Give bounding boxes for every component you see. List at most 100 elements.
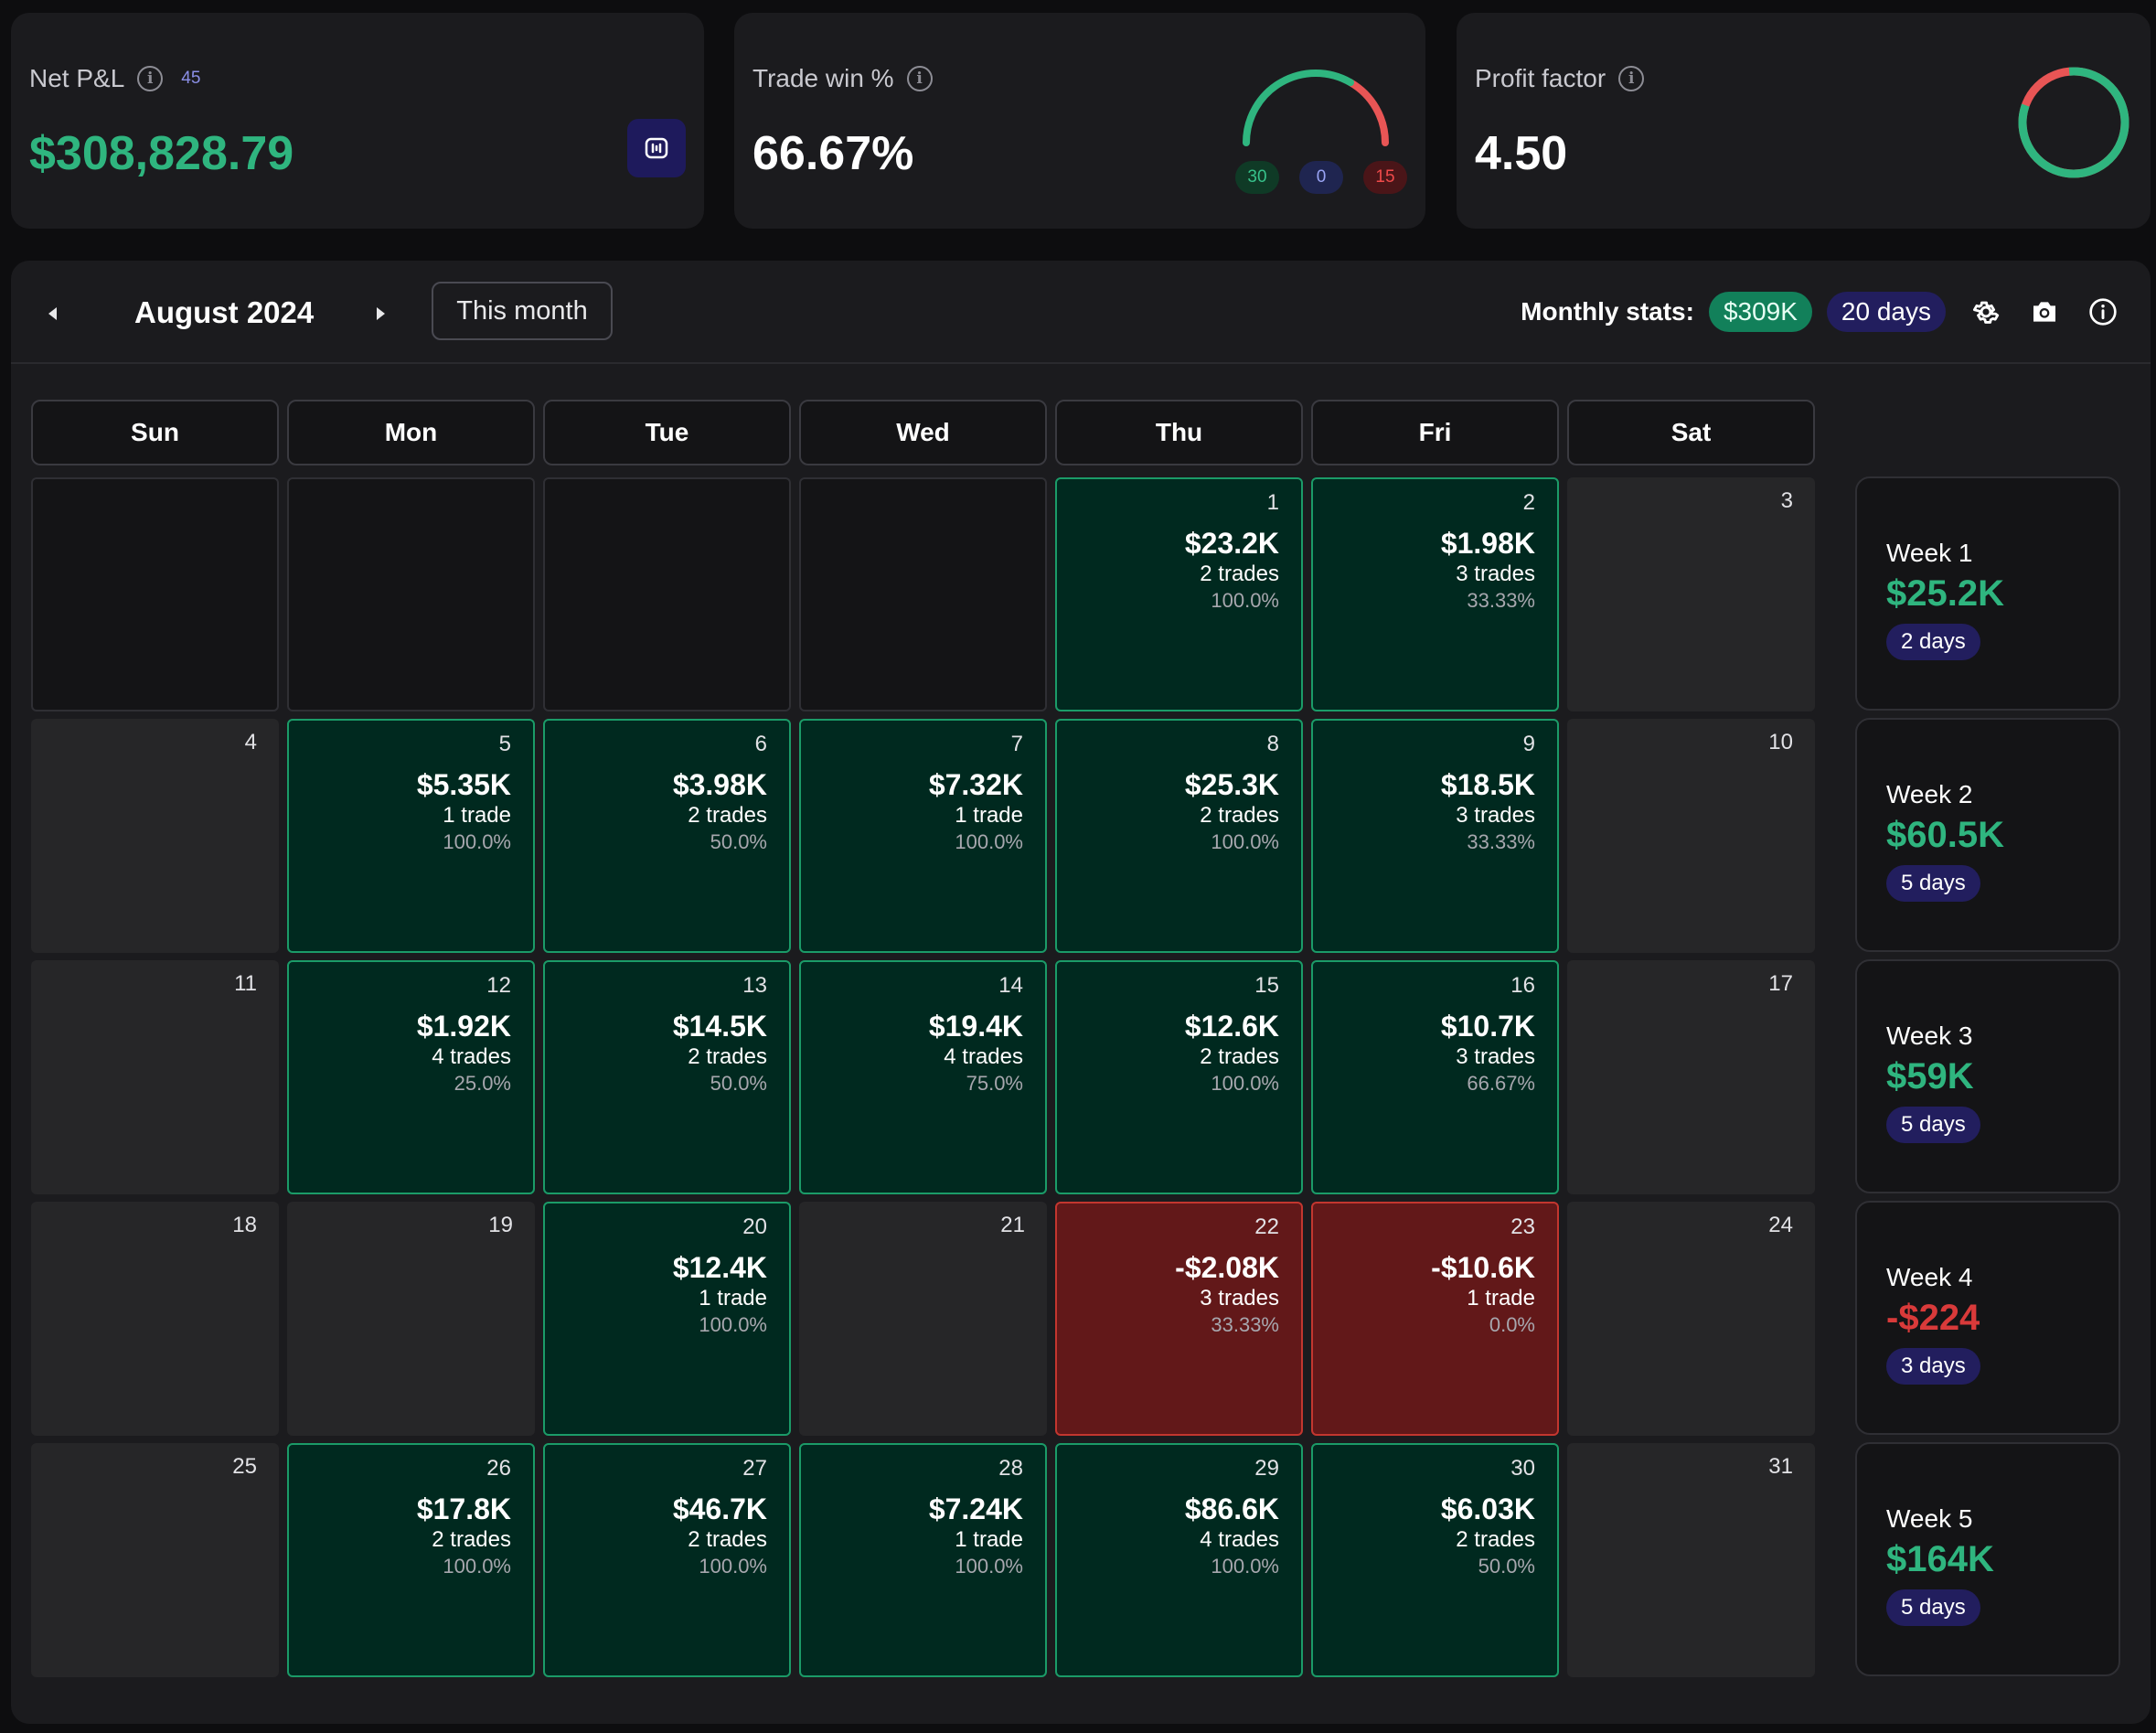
week-days-badge: 3 days [1886, 1348, 1980, 1385]
donut-profit-arc [2018, 67, 2129, 178]
next-month-button[interactable] [362, 295, 399, 332]
day-pnl: $1.92K [416, 1010, 511, 1043]
day-cell[interactable]: 21 [799, 1202, 1047, 1436]
empty-day-cell [31, 477, 279, 711]
net-pnl-title-row: Net P&L i 45 [29, 64, 200, 93]
weekday-header-2: Tue [543, 400, 791, 465]
win-rate-gauge [1243, 70, 1389, 146]
day-trade-count: 3 trades [1456, 1044, 1535, 1069]
day-cell[interactable]: 6 $3.98K 2 trades 50.0% [543, 719, 791, 953]
week-days-badge: 5 days [1886, 1107, 1980, 1143]
day-cell[interactable]: 17 [1567, 960, 1815, 1194]
day-number: 18 [232, 1213, 257, 1237]
day-cell[interactable]: 12 $1.92K 4 trades 25.0% [287, 960, 535, 1194]
week-label: Week 1 [1886, 539, 1973, 567]
day-cell[interactable]: 30 $6.03K 2 trades 50.0% [1311, 1443, 1559, 1677]
day-cell[interactable]: 10 [1567, 719, 1815, 953]
day-cell[interactable]: 29 $86.6K 4 trades 100.0% [1055, 1443, 1303, 1677]
day-cell[interactable]: 5 $5.35K 1 trade 100.0% [287, 719, 535, 953]
day-cell[interactable]: 8 $25.3K 2 trades 100.0% [1055, 719, 1303, 953]
week-summary-card[interactable]: Week 4 -$224 3 days [1855, 1201, 2120, 1435]
day-pnl: $86.6K [1184, 1492, 1279, 1525]
day-cell[interactable]: 25 [31, 1443, 279, 1677]
day-trade-count: 2 trades [1456, 1527, 1535, 1552]
day-win-rate: 50.0% [710, 830, 767, 853]
week-pnl: $60.5K [1886, 815, 2004, 855]
day-cell[interactable]: 4 [31, 719, 279, 953]
day-cell[interactable]: 14 $19.4K 4 trades 75.0% [799, 960, 1047, 1194]
day-pnl: $17.8K [416, 1492, 511, 1525]
day-win-rate: 25.0% [454, 1072, 511, 1095]
day-cell[interactable]: 13 $14.5K 2 trades 50.0% [543, 960, 791, 1194]
day-cell[interactable]: 20 $12.4K 1 trade 100.0% [543, 1202, 791, 1436]
empty-day-cell [543, 477, 791, 711]
day-pnl: $7.32K [928, 768, 1023, 801]
settings-button[interactable] [1968, 294, 2004, 330]
day-cell[interactable]: 1 $23.2K 2 trades 100.0% [1055, 477, 1303, 711]
day-trade-count: 1 trade [1467, 1286, 1535, 1310]
day-cell[interactable]: 15 $12.6K 2 trades 100.0% [1055, 960, 1303, 1194]
day-cell[interactable]: 2 $1.98K 3 trades 33.33% [1311, 477, 1559, 711]
info-icon[interactable]: i [1618, 66, 1645, 91]
wins-badge: 30 [1235, 161, 1279, 194]
day-cell[interactable]: 24 [1567, 1202, 1815, 1436]
monthly-days-pill: 20 days [1826, 292, 1946, 332]
trade-count-badge: 45 [181, 69, 201, 88]
prev-month-button[interactable] [35, 295, 71, 332]
info-icon[interactable]: i [137, 66, 164, 91]
day-cell[interactable]: 22 -$2.08K 3 trades 33.33% [1055, 1202, 1303, 1436]
profit-factor-card: Profit factor i 4.50 [1457, 13, 2151, 229]
week-label: Week 2 [1886, 780, 1973, 808]
gear-icon [1972, 301, 2000, 324]
day-cell[interactable]: 19 [287, 1202, 535, 1436]
week-summary-card[interactable]: Week 1 $25.2K 2 days [1855, 476, 2120, 711]
day-number: 9 [1522, 732, 1535, 756]
day-cell[interactable]: 18 [31, 1202, 279, 1436]
day-cell[interactable]: 31 [1567, 1443, 1815, 1677]
day-win-rate: 66.67% [1467, 1072, 1535, 1095]
day-number: 27 [742, 1456, 767, 1481]
day-trade-count: 2 trades [1200, 562, 1279, 586]
day-cell[interactable]: 3 [1567, 477, 1815, 711]
week-pnl: $164K [1886, 1539, 1994, 1579]
day-pnl: $18.5K [1440, 768, 1535, 801]
day-win-rate: 100.0% [699, 1555, 767, 1578]
week-summary-card[interactable]: Week 2 $60.5K 5 days [1855, 718, 2120, 952]
day-win-rate: 100.0% [1211, 1072, 1279, 1095]
day-cell[interactable]: 27 $46.7K 2 trades 100.0% [543, 1443, 791, 1677]
screenshot-button[interactable] [2026, 294, 2063, 330]
day-number: 13 [742, 973, 767, 998]
day-win-rate: 100.0% [1211, 589, 1279, 612]
day-number: 6 [754, 732, 767, 756]
day-cell[interactable]: 28 $7.24K 1 trade 100.0% [799, 1443, 1047, 1677]
day-number: 28 [998, 1456, 1023, 1481]
day-number: 29 [1254, 1456, 1279, 1481]
camera-icon [2033, 302, 2055, 322]
day-pnl: $12.6K [1184, 1010, 1279, 1043]
day-cell[interactable]: 9 $18.5K 3 trades 33.33% [1311, 719, 1559, 953]
day-win-rate: 100.0% [443, 1555, 511, 1578]
about-button[interactable] [2085, 294, 2121, 330]
week-days-badge: 5 days [1886, 1589, 1980, 1626]
day-number: 14 [998, 973, 1023, 998]
week-label: Week 3 [1886, 1022, 1973, 1050]
net-pnl-value: $308,828.79 [29, 127, 294, 180]
info-icon[interactable]: i [906, 66, 933, 91]
day-pnl: $10.7K [1440, 1010, 1535, 1043]
day-number: 7 [1010, 732, 1023, 756]
weekday-header-5: Fri [1311, 400, 1559, 465]
day-number: 16 [1510, 973, 1535, 998]
chart-toggle-button[interactable] [627, 119, 686, 177]
day-cell[interactable]: 23 -$10.6K 1 trade 0.0% [1311, 1202, 1559, 1436]
week-summary-card[interactable]: Week 5 $164K 5 days [1855, 1442, 2120, 1676]
day-number: 19 [488, 1213, 513, 1237]
profit-factor-donut [2018, 67, 2129, 178]
day-cell[interactable]: 11 [31, 960, 279, 1194]
this-month-button[interactable]: This month [432, 282, 613, 340]
week-summary-card[interactable]: Week 3 $59K 5 days [1855, 959, 2120, 1193]
day-cell[interactable]: 26 $17.8K 2 trades 100.0% [287, 1443, 535, 1677]
day-cell[interactable]: 7 $7.32K 1 trade 100.0% [799, 719, 1047, 953]
day-number: 5 [498, 732, 511, 756]
day-cell[interactable]: 16 $10.7K 3 trades 66.67% [1311, 960, 1559, 1194]
gauge-win-arc [1243, 70, 1355, 146]
